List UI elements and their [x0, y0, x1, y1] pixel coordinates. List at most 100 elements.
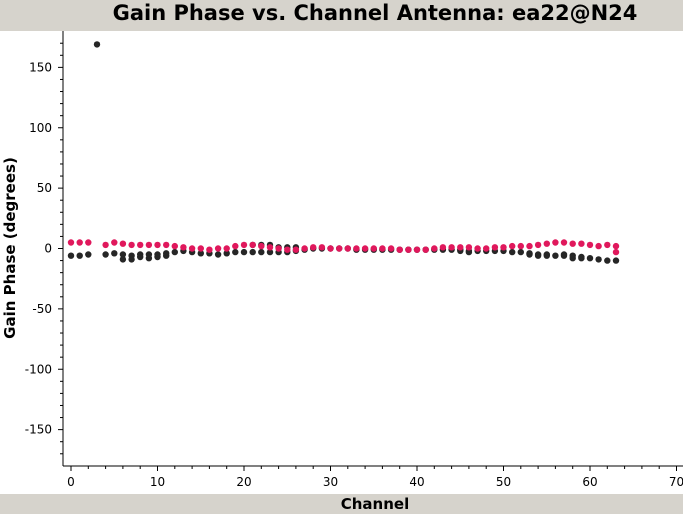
data-point-polarization-2: [76, 239, 83, 246]
data-point-polarization-2: [586, 241, 594, 249]
data-point-polarization-1: [534, 252, 542, 259]
data-point-polarization-1: [595, 256, 602, 263]
data-point-polarization-1: [171, 248, 178, 256]
data-point-polarization-2: [310, 244, 317, 251]
data-point-polarization-2: [422, 246, 429, 253]
data-point-polarization-2: [206, 246, 213, 253]
data-point-polarization-2: [240, 241, 248, 249]
x-tick-label: 30: [323, 475, 338, 489]
data-point-polarization-2: [336, 245, 343, 252]
data-point-polarization-2: [180, 244, 187, 251]
data-point-polarization-2: [552, 239, 559, 246]
data-point-polarization-1: [240, 248, 248, 256]
data-point-polarization-2: [387, 245, 395, 252]
data-point-polarization-2: [137, 241, 144, 249]
data-point-polarization-2: [526, 242, 533, 250]
data-point-polarization-2: [474, 245, 481, 252]
data-point-polarization-2: [353, 245, 360, 252]
data-point-polarization-1: [509, 248, 516, 256]
x-tick-label: 40: [409, 475, 424, 489]
data-point-polarization-1: [145, 255, 153, 262]
plot-canvas: [0, 31, 683, 494]
data-point-polarization-2: [111, 239, 118, 246]
data-point-polarization-1: [128, 256, 135, 263]
data-point-polarization-2: [145, 241, 153, 249]
data-point-polarization-2: [439, 244, 447, 251]
x-tick-label: 10: [150, 475, 165, 489]
data-point-polarization-2: [612, 248, 620, 256]
data-point-polarization-2: [560, 239, 568, 246]
data-point-polarization-2: [318, 244, 326, 251]
chart-title: Gain Phase vs. Channel Antenna: ea22@N24: [113, 1, 638, 25]
data-point-polarization-2: [534, 241, 542, 249]
y-tick-label: 50: [37, 181, 52, 195]
data-point-polarization-1: [214, 251, 222, 258]
data-point-polarization-2: [85, 239, 92, 246]
y-tick-label: -100: [25, 362, 52, 376]
data-point-polarization-2: [275, 245, 282, 252]
y-tick-label: 100: [29, 121, 52, 135]
data-point-polarization-2: [448, 244, 455, 251]
data-point-polarization-1: [119, 256, 127, 263]
x-tick-label: 60: [582, 475, 597, 489]
data-point-polarization-1: [197, 250, 204, 257]
data-point-polarization-2: [344, 245, 351, 252]
data-point-polarization-1: [249, 248, 256, 256]
data-point-polarization-1: [85, 251, 92, 258]
data-point-polarization-2: [396, 246, 403, 253]
data-point-polarization-1: [552, 252, 559, 259]
data-point-polarization-2: [361, 245, 369, 252]
data-point-polarization-2: [543, 240, 550, 247]
data-point-polarization-1: [578, 255, 585, 262]
data-point-polarization-2: [284, 246, 291, 253]
data-point-polarization-1: [543, 252, 550, 259]
data-point-polarization-2: [604, 241, 611, 249]
data-point-polarization-2: [249, 241, 256, 249]
data-point-polarization-2: [491, 244, 499, 251]
data-point-polarization-2: [612, 242, 620, 250]
data-point-polarization-2: [405, 246, 412, 253]
data-point-polarization-2: [595, 242, 602, 250]
x-tick-label: 20: [236, 475, 251, 489]
data-point-polarization-2: [119, 240, 127, 247]
y-tick-label: 0: [44, 242, 52, 256]
data-point-polarization-1: [604, 257, 611, 264]
data-point-polarization-2: [266, 244, 274, 251]
data-point-polarization-2: [578, 240, 585, 247]
data-point-polarization-2: [517, 242, 524, 250]
data-point-polarization-2: [370, 245, 377, 252]
data-point-polarization-2: [465, 244, 473, 251]
data-point-polarization-2: [500, 244, 507, 251]
data-point-polarization-2: [214, 245, 222, 252]
data-point-polarization-2: [154, 241, 161, 249]
data-point-polarization-1: [111, 250, 118, 257]
x-axis-label: Channel: [341, 495, 409, 513]
data-point-polarization-2: [223, 245, 230, 252]
data-point-polarization-1: [67, 252, 75, 259]
data-point-polarization-1: [526, 251, 533, 258]
y-tick-label: -50: [32, 302, 52, 316]
y-tick-label: -150: [25, 423, 52, 437]
x-tick-label: 70: [669, 475, 683, 489]
data-point-polarization-2: [258, 242, 265, 250]
data-point-polarization-2: [232, 242, 239, 250]
data-point-polarization-1: [266, 248, 274, 256]
data-point-polarization-2: [67, 239, 75, 246]
data-point-polarization-2: [128, 241, 135, 249]
data-point-polarization-1: [560, 252, 568, 259]
x-tick-label: 0: [67, 475, 75, 489]
data-point-polarization-1: [102, 251, 109, 258]
data-point-polarization-2: [483, 245, 490, 252]
data-point-polarization-2: [292, 246, 300, 253]
y-axis-label: Gain Phase (degrees): [1, 157, 19, 339]
data-point-polarization-2: [102, 241, 109, 249]
data-point-polarization-2: [431, 245, 438, 252]
data-point-polarization-1: [258, 248, 265, 256]
data-point-polarization-2: [569, 240, 576, 247]
data-point-polarization-2: [457, 244, 464, 251]
data-point-polarization-2: [197, 245, 204, 252]
data-point-polarization-1: [232, 248, 239, 256]
x-tick-label: 50: [496, 475, 511, 489]
data-point-polarization-1: [119, 251, 127, 258]
